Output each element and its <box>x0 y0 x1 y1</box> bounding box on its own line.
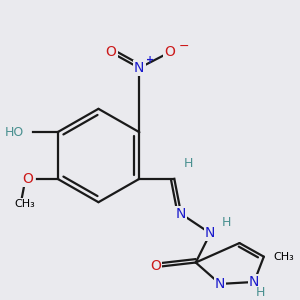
Text: O: O <box>22 172 33 186</box>
Text: HO: HO <box>4 126 23 139</box>
Text: −: − <box>178 40 189 52</box>
Text: +: + <box>146 55 154 65</box>
Text: CH₃: CH₃ <box>274 252 294 262</box>
Text: O: O <box>106 45 116 59</box>
Text: H: H <box>222 216 231 229</box>
Text: O: O <box>164 45 175 59</box>
Text: N: N <box>205 226 215 240</box>
Text: O: O <box>150 260 161 273</box>
Text: H: H <box>184 157 194 170</box>
Text: N: N <box>215 277 225 291</box>
Text: N: N <box>249 275 259 289</box>
Text: CH₃: CH₃ <box>15 199 35 209</box>
Text: H: H <box>256 286 266 298</box>
Text: N: N <box>134 61 145 75</box>
Text: N: N <box>176 207 186 221</box>
